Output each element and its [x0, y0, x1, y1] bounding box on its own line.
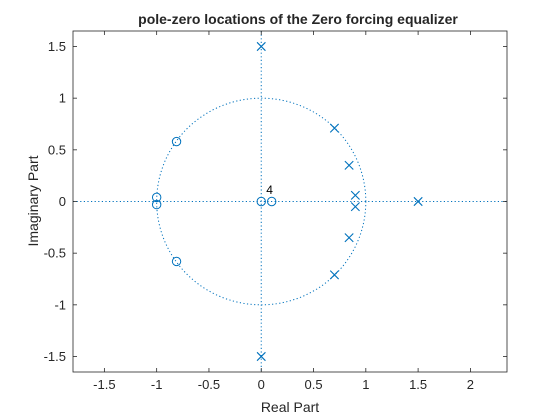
x-axis-ticks: -1.5 -1 -0.5 0 0.5 1 1.5 2 [93, 31, 474, 392]
pole-marker [350, 202, 360, 212]
unit-circle [156, 97, 367, 306]
multiplicity-label: 4 [266, 183, 273, 197]
reference-lines [73, 31, 507, 372]
data-marks [151, 41, 423, 362]
y-tick-label: 1 [59, 91, 66, 106]
x-tick-label: 0.5 [304, 377, 322, 392]
unit-circle-layer [156, 97, 367, 306]
x-tick-label: -1 [151, 377, 163, 392]
zero-marker [151, 199, 162, 210]
pole-marker [329, 270, 340, 280]
x-tick-label: -1.5 [93, 377, 115, 392]
x-tick-label: 0 [258, 377, 265, 392]
pole-marker [344, 233, 354, 243]
y-tick-label: 1.5 [48, 39, 66, 54]
zero-marker [256, 196, 266, 207]
pole-marker [256, 41, 266, 52]
y-axis-label: Imaginary Part [25, 155, 41, 246]
pole-marker [344, 160, 354, 170]
zero-marker [171, 256, 182, 267]
chart-title: pole-zero locations of the Zero forcing … [138, 11, 458, 27]
y-tick-label: -1 [54, 297, 66, 312]
pole-marker [329, 123, 340, 133]
y-tick-label: 0 [59, 194, 66, 209]
x-tick-label: -0.5 [198, 377, 220, 392]
x-tick-label: 1.5 [409, 377, 427, 392]
y-tick-label: -0.5 [44, 246, 66, 261]
x-tick-label: 1 [362, 377, 369, 392]
y-tick-label: 0.5 [48, 142, 66, 157]
y-tick-label: -1.5 [44, 349, 66, 364]
pole-marker [256, 351, 266, 362]
annotations: 4 [266, 183, 273, 197]
zero-marker [151, 192, 162, 203]
pole-marker [413, 196, 423, 207]
zero-marker [171, 136, 182, 147]
x-axis-label: Real Part [261, 399, 319, 415]
zero-marker [266, 196, 277, 207]
x-tick-label: 2 [467, 377, 474, 392]
y-axis-ticks: -1.5 -1 -0.5 0 0.5 1 1.5 [44, 39, 507, 364]
pole-marker [350, 190, 360, 200]
